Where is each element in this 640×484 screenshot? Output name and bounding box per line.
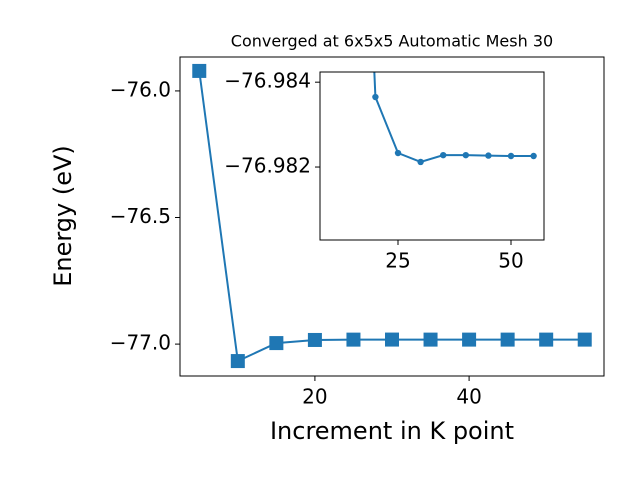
axes-frame bbox=[319, 71, 545, 241]
y-tick-label: −76.5 bbox=[110, 204, 171, 228]
marker bbox=[500, 332, 515, 347]
x-tick-label: 40 bbox=[456, 385, 481, 409]
marker bbox=[307, 332, 322, 347]
y-axis-label: Energy (eV) bbox=[49, 145, 77, 287]
marker bbox=[385, 332, 399, 347]
marker bbox=[394, 149, 402, 157]
x-tick-label: 50 bbox=[498, 249, 523, 273]
y-tick-label: −76.984 bbox=[224, 69, 311, 93]
y-tick-label: −76.0 bbox=[110, 77, 171, 101]
marker bbox=[269, 336, 284, 351]
marker bbox=[462, 332, 477, 347]
plot-area bbox=[192, 63, 592, 369]
x-tick-label: 25 bbox=[385, 249, 410, 273]
marker bbox=[372, 93, 379, 101]
y-tick-label: −76.982 bbox=[224, 154, 311, 178]
marker bbox=[192, 63, 207, 78]
marker bbox=[346, 332, 361, 347]
marker bbox=[530, 152, 537, 160]
marker bbox=[417, 158, 424, 166]
axes-frame bbox=[179, 56, 605, 377]
marker bbox=[485, 152, 492, 159]
marker bbox=[507, 152, 515, 160]
chart-title: Converged at 6x5x5 Automatic Mesh 30 bbox=[231, 32, 553, 51]
y-tick-label: −77.0 bbox=[110, 331, 171, 355]
marker bbox=[577, 332, 592, 347]
marker bbox=[539, 332, 554, 347]
marker bbox=[423, 332, 438, 347]
x-tick-label: 20 bbox=[302, 385, 327, 409]
plot-area bbox=[372, 72, 537, 166]
marker bbox=[440, 151, 447, 159]
x-axis-label: Increment in K point bbox=[270, 417, 514, 445]
marker bbox=[230, 354, 245, 369]
marker bbox=[462, 151, 470, 159]
